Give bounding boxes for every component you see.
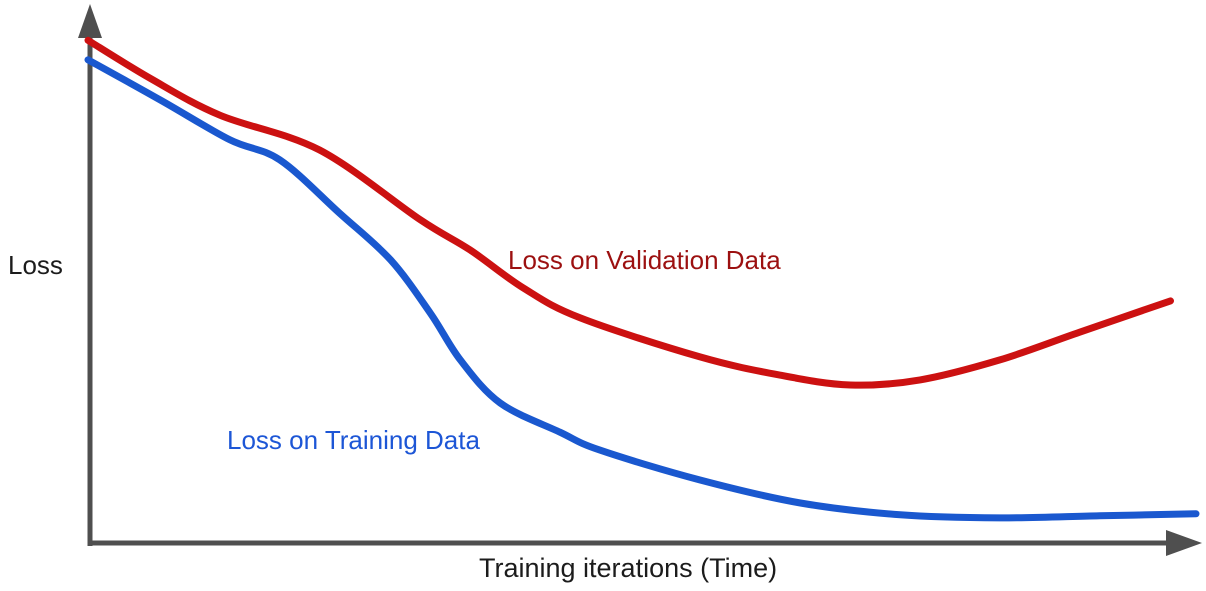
training-loss-curve	[84, 56, 1200, 522]
y-axis-arrow-icon	[78, 4, 102, 38]
y-axis-title: Loss	[8, 250, 63, 280]
validation-series-label: Loss on Validation Data	[508, 245, 781, 275]
x-axis-arrow-icon	[1166, 530, 1202, 556]
training-series-label: Loss on Training Data	[227, 425, 480, 455]
x-axis-title: Training iterations (Time)	[479, 553, 778, 583]
validation-loss-curve	[84, 36, 1174, 389]
